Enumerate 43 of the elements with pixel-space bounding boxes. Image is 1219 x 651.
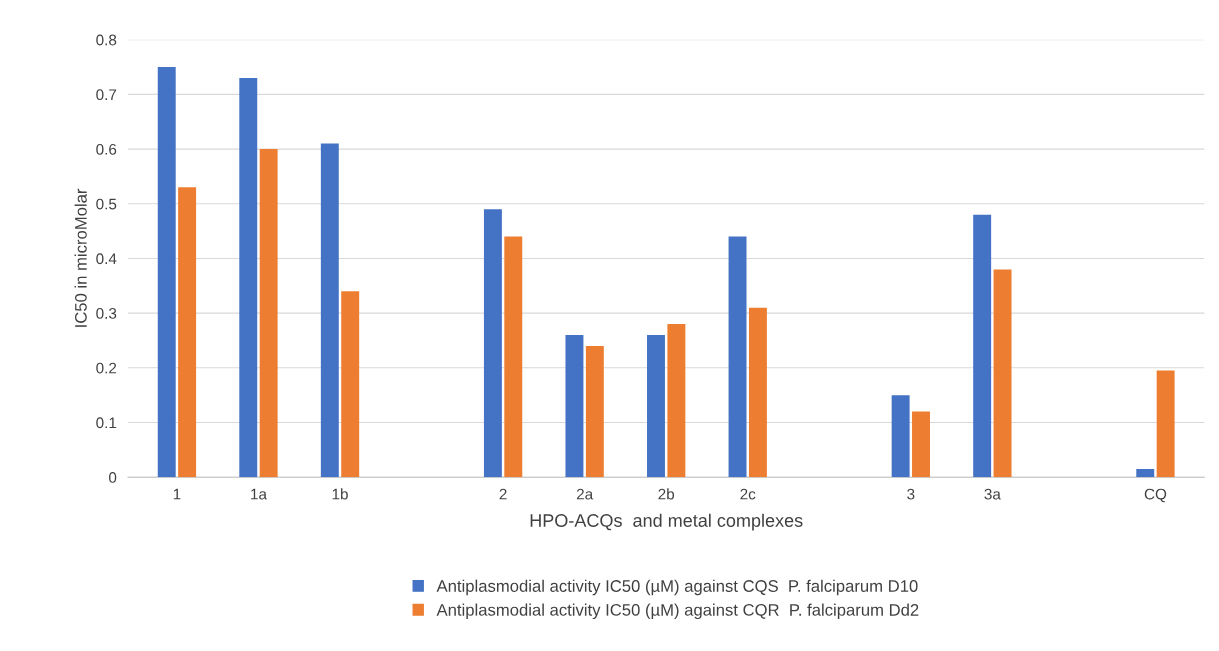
y-tick-label: 0.1 — [96, 417, 117, 429]
bar — [320, 143, 339, 478]
x-axis-title: HPO-ACQs and metal complexes — [530, 513, 803, 531]
y-tick-label: 0.3 — [96, 308, 117, 319]
bar — [728, 236, 747, 478]
x-tick-label: 3a — [984, 488, 1001, 500]
x-tick-label: 2a — [576, 488, 594, 500]
y-tick-label: 0.7 — [96, 89, 117, 101]
bar — [993, 269, 1012, 478]
x-tick-label: 2c — [740, 488, 756, 500]
bar — [565, 335, 584, 478]
y-axis-title: IC50 in microMolar — [74, 188, 87, 327]
bar — [647, 335, 665, 478]
x-tick-label: 1 — [173, 488, 181, 500]
bar — [504, 236, 523, 478]
bar — [1136, 468, 1155, 478]
bar — [157, 67, 176, 478]
bar — [585, 345, 604, 478]
bar — [891, 395, 910, 478]
bar — [1156, 370, 1175, 478]
bar — [973, 214, 992, 478]
x-tick-label: CQ — [1144, 488, 1167, 503]
y-tick-label: 0.6 — [96, 143, 117, 155]
y-tick-label: 0.5 — [96, 198, 117, 210]
bar — [239, 77, 258, 478]
x-tick-label: 1b — [332, 488, 348, 500]
x-tick-label: 2 — [499, 488, 507, 500]
legend-label: Antiplasmodial activity IC50 (µM) against CQS P. falciparum D10 — [436, 579, 918, 596]
bar — [259, 149, 278, 478]
y-tick-label: 0.4 — [96, 253, 117, 265]
bar — [912, 411, 930, 478]
x-tick-label: 1a — [251, 488, 267, 500]
bar — [748, 307, 767, 478]
bar — [667, 324, 686, 478]
legend-label: Antiplasmodial activity IC50 (µM) against CQR P. falciparum Dd2 — [436, 603, 919, 620]
y-tick-label: 0.2 — [96, 362, 117, 374]
x-tick-label: 2b — [658, 488, 675, 500]
y-tick-label: 0.8 — [96, 34, 117, 46]
x-tick-label: 3 — [907, 488, 915, 500]
y-tick-label: 0 — [108, 472, 117, 483]
bar — [178, 187, 197, 478]
bar — [483, 209, 502, 478]
bar — [341, 291, 360, 478]
